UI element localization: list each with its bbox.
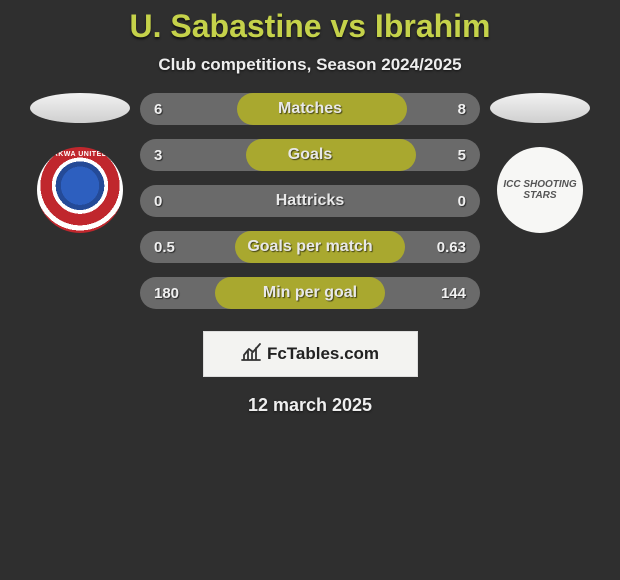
stat-row: Goals35 — [140, 139, 480, 171]
bar-fill-right — [310, 139, 416, 171]
stat-bars: Matches68 Goals35 Hattricks00 Goals per mat… — [140, 93, 480, 309]
page-title: U. Sabastine vs Ibrahim — [0, 8, 620, 45]
bar-fill-left — [246, 139, 310, 171]
comparison-infographic: U. Sabastine vs Ibrahim Club competition… — [0, 0, 620, 416]
bar-fill-left — [235, 231, 310, 263]
brand-label: FcTables.com — [267, 344, 379, 364]
subtitle: Club competitions, Season 2024/2025 — [0, 55, 620, 75]
chart-icon — [241, 343, 261, 366]
left-column — [30, 93, 130, 233]
bar-fill-right — [310, 231, 405, 263]
stat-row: Hattricks00 — [140, 185, 480, 217]
stat-row: Min per goal180144 — [140, 277, 480, 309]
bar-fill-left — [237, 93, 310, 125]
bar-fill-left — [215, 277, 310, 309]
brand-logo: FcTables.com — [203, 331, 418, 377]
club-badge-left — [37, 147, 123, 233]
club-badge-right: ICC SHOOTING STARS — [497, 147, 583, 233]
stat-row: Goals per match0.50.63 — [140, 231, 480, 263]
stat-row: Matches68 — [140, 93, 480, 125]
date-label: 12 march 2025 — [0, 395, 620, 416]
content-row: Matches68 Goals35 Hattricks00 Goals per mat… — [0, 93, 620, 309]
right-column: ICC SHOOTING STARS — [490, 93, 590, 233]
club-badge-right-label: ICC SHOOTING STARS — [497, 179, 583, 201]
bar-fill-right — [310, 277, 385, 309]
player-left-photo-placeholder — [30, 93, 130, 123]
bar-fill-right — [310, 93, 407, 125]
player-right-photo-placeholder — [490, 93, 590, 123]
